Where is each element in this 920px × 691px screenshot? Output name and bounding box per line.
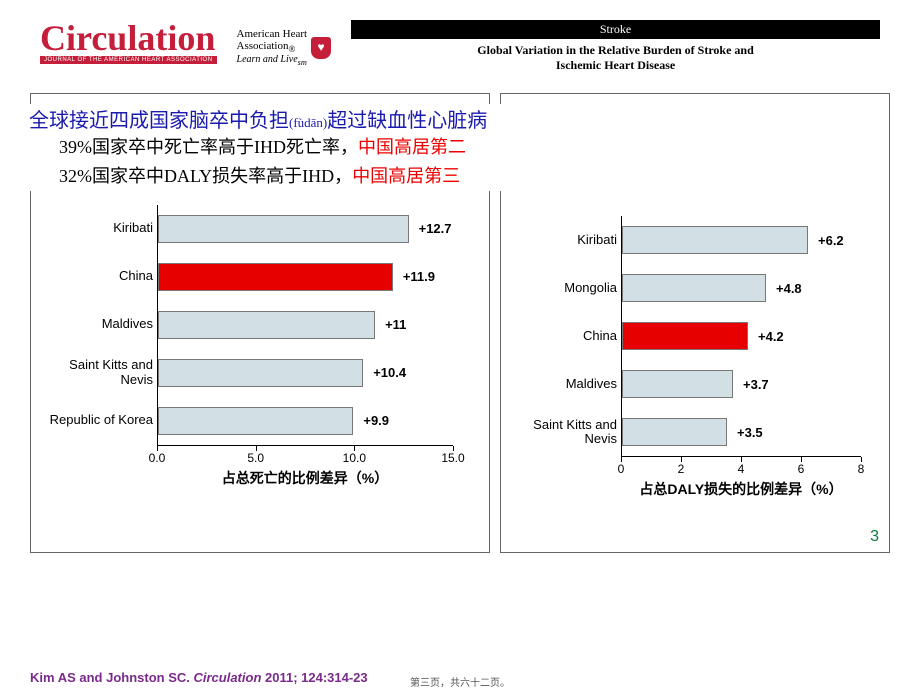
bar-value-label: +10.4 — [373, 365, 406, 380]
heart-torch-icon: ♥ — [311, 37, 331, 59]
bar-track: +12.7 — [157, 205, 453, 253]
bar-row: Kiribati +12.7 — [39, 205, 481, 253]
bar-label: Republic of Korea — [39, 413, 157, 427]
slide-header: Circulation JOURNAL OF THE AMERICAN HEAR… — [0, 0, 920, 73]
page-note: 第三页，共六十二页。 — [410, 674, 510, 689]
bar-row: Saint Kitts and Nevis +10.4 — [39, 349, 481, 397]
title-block: 全球接近四成国家脑卒中负担(fùdān)超过缺血性心脏病 39%国家卒中死亡率高… — [29, 104, 881, 191]
x-ticks-right: 02468 — [621, 457, 861, 475]
bar-value-label: +12.7 — [419, 221, 452, 236]
bar-value-label: +4.8 — [776, 281, 802, 296]
bar-label: Mongolia — [509, 281, 621, 295]
bar-label: Saint Kitts and Nevis — [39, 358, 157, 387]
bar — [158, 311, 375, 339]
aha-logo: American Heart Association® Learn and Li… — [237, 28, 332, 68]
citation-footer: Kim AS and Johnston SC. Circulation 2011… — [30, 670, 368, 685]
bar-track: +4.8 — [621, 264, 861, 312]
aha-text: American Heart Association® Learn and Li… — [237, 28, 308, 68]
bar — [622, 418, 727, 446]
bar-label: Saint Kitts and Nevis — [509, 418, 621, 447]
bar-track: +3.5 — [621, 408, 861, 456]
bar — [622, 226, 808, 254]
circulation-logo: Circulation JOURNAL OF THE AMERICAN HEAR… — [40, 20, 217, 64]
bar-track: +4.2 — [621, 312, 861, 360]
bar-row: Kiribati +6.2 — [509, 216, 881, 264]
x-axis-right: 02468 — [621, 456, 861, 475]
bar-track: +10.4 — [157, 349, 453, 397]
bar-label: Kiribati — [39, 221, 157, 235]
bar-value-label: +9.9 — [363, 413, 389, 428]
axis-tick-label: 4 — [738, 462, 745, 476]
bar-chart-left: Kiribati +12.7 China +11.9 Maldives +11 Saint … — [39, 205, 481, 445]
bar-value-label: +11 — [385, 317, 406, 332]
bar-value-label: +4.2 — [758, 329, 784, 344]
bar-row: Maldives +11 — [39, 301, 481, 349]
x-ticks-left: 0.05.010.015.0 — [157, 446, 453, 464]
bar-track: +11.9 — [157, 253, 453, 301]
axis-tick-label: 15.0 — [441, 451, 464, 465]
bar — [158, 215, 409, 243]
journal-logo-subtitle: JOURNAL OF THE AMERICAN HEART ASSOCIATIO… — [40, 56, 217, 64]
x-title-left: 占总死亡的比例差异（%） — [157, 468, 453, 488]
bar-row: Republic of Korea +9.9 — [39, 397, 481, 445]
bar — [622, 274, 766, 302]
bar-highlight — [158, 263, 393, 291]
x-axis-left: 0.05.010.015.0 — [157, 445, 453, 464]
bar-track: +3.7 — [621, 360, 861, 408]
bar-row: China +11.9 — [39, 253, 481, 301]
x-title-right: 占总DALY损失的比例差异（%） — [621, 479, 861, 499]
main-title: 全球接近四成国家脑卒中负担(fùdān)超过缺血性心脏病 — [29, 104, 881, 133]
bar-value-label: +3.5 — [737, 425, 763, 440]
bar-label: Kiribati — [509, 233, 621, 247]
journal-logo-text: Circulation — [40, 20, 217, 56]
bar-track: +6.2 — [621, 216, 861, 264]
stroke-bar: Stroke — [351, 20, 880, 39]
bar-highlight — [622, 322, 748, 350]
bar-value-label: +11.9 — [403, 269, 435, 284]
bar-value-label: +3.7 — [743, 377, 769, 392]
bar-row: Mongolia +4.8 — [509, 264, 881, 312]
axis-tick-label: 0 — [618, 462, 625, 476]
bar-row: Saint Kitts and Nevis +3.5 — [509, 408, 881, 456]
bar-track: +9.9 — [157, 397, 453, 445]
bar-row: Maldives +3.7 — [509, 360, 881, 408]
axis-tick-label: 8 — [858, 462, 865, 476]
bar — [158, 407, 353, 435]
axis-tick-label: 5.0 — [247, 451, 264, 465]
axis-tick-label: 0.0 — [149, 451, 166, 465]
bar — [622, 370, 733, 398]
bar-label: China — [39, 269, 157, 283]
paper-title-block: Stroke Global Variation in the Relative … — [351, 20, 880, 73]
charts-row: 全球接近四成国家脑卒中负担(fùdān)超过缺血性心脏病 39%国家卒中死亡率高… — [0, 73, 920, 553]
axis-tick-label: 6 — [798, 462, 805, 476]
bar-track: +11 — [157, 301, 453, 349]
bar-label: Maldives — [509, 377, 621, 391]
paper-title: Global Variation in the Relative Burden … — [351, 43, 880, 73]
bar-chart-right: Kiribati +6.2 Mongolia +4.8 China +4.2 Maldive… — [509, 216, 881, 456]
bar-row: China +4.2 — [509, 312, 881, 360]
bar-label: China — [509, 329, 621, 343]
axis-tick-label: 2 — [678, 462, 685, 476]
bar — [158, 359, 363, 387]
axis-tick-label: 10.0 — [343, 451, 366, 465]
bar-value-label: +6.2 — [818, 233, 844, 248]
chart-left: 全球接近四成国家脑卒中负担(fùdān)超过缺血性心脏病 39%国家卒中死亡率高… — [30, 93, 490, 553]
slide-number: 3 — [870, 528, 879, 546]
subtitle-line-1: 39%国家卒中死亡率高于IHD死亡率，中国高居第二 — [59, 133, 881, 162]
subtitle-line-2: 32%国家卒中DALY损失率高于IHD，中国高居第三 — [59, 162, 881, 191]
bar-label: Maldives — [39, 317, 157, 331]
